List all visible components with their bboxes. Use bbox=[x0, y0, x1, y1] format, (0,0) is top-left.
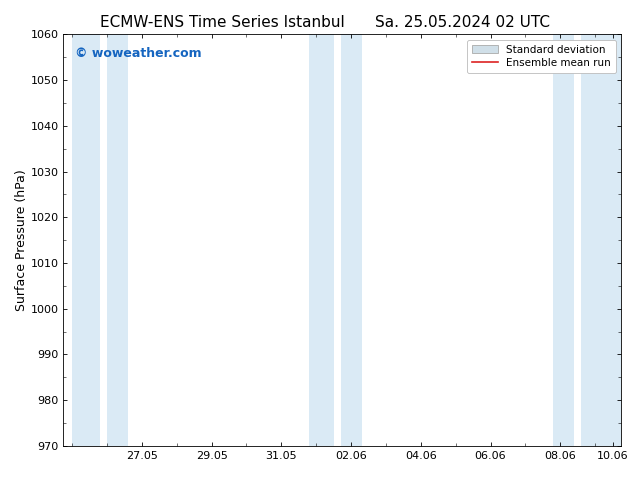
Bar bbox=[309, 34, 333, 446]
Y-axis label: Surface Pressure (hPa): Surface Pressure (hPa) bbox=[15, 169, 28, 311]
Bar bbox=[107, 34, 128, 446]
Text: © woweather.com: © woweather.com bbox=[75, 47, 201, 60]
Bar bbox=[581, 34, 621, 446]
Text: Sa. 25.05.2024 02 UTC: Sa. 25.05.2024 02 UTC bbox=[375, 15, 550, 30]
Bar bbox=[72, 34, 100, 446]
Legend: Standard deviation, Ensemble mean run: Standard deviation, Ensemble mean run bbox=[467, 40, 616, 73]
Bar bbox=[553, 34, 574, 446]
Text: ECMW-ENS Time Series Istanbul: ECMW-ENS Time Series Istanbul bbox=[100, 15, 344, 30]
Bar bbox=[340, 34, 361, 446]
